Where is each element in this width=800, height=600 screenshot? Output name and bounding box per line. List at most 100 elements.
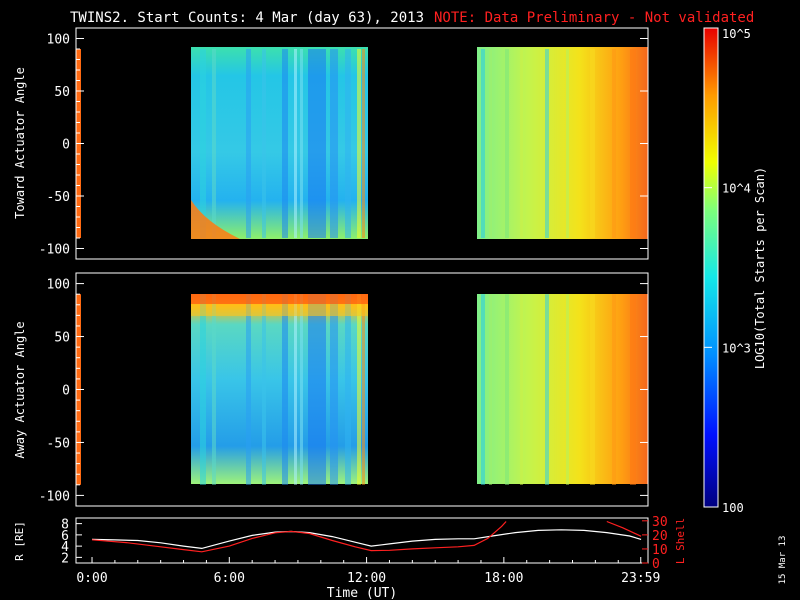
away-texture-stripe [630, 294, 636, 485]
orbit-plot-frame [75, 517, 649, 564]
colorbar-tick-label: 10^3 [722, 341, 751, 355]
toward-texture-stripe [200, 49, 206, 238]
r-tick-label: 8 [61, 518, 69, 533]
away-texture-stripe [308, 294, 326, 485]
colorbar-label: LOG10(Total Starts per Scan) [753, 167, 767, 369]
x-tick-label: 23:59 [621, 571, 660, 586]
r-tick-label: 6 [61, 529, 69, 544]
away-heatmap [76, 294, 648, 485]
away-top-warm-band [191, 304, 368, 316]
colorbar-tick-label: 100 [722, 501, 744, 515]
colorbar-ticks: 10^5 10^4 10^3 100 [704, 27, 751, 515]
figure-title: TWINS2. Start Counts: 4 Mar (day 63), 20… [70, 10, 424, 26]
away-texture-stripe [520, 294, 523, 485]
away-y-tick-label: -100 [39, 489, 70, 504]
orbit-lines [91, 520, 642, 553]
away-block-evening [477, 294, 648, 484]
toward-texture-stripe [520, 49, 523, 238]
toward-texture-stripe [489, 49, 492, 238]
r-tick-label: 2 [61, 551, 69, 566]
toward-block-morning [191, 47, 368, 239]
toward-texture-stripe [566, 49, 569, 238]
away-texture-stripe [505, 294, 509, 485]
toward-texture-stripe [294, 49, 297, 238]
r-tick-label: 4 [61, 540, 69, 555]
away-y-ticks: 100 50 0 -50 -100 [39, 278, 648, 504]
toward-heatmap [76, 47, 648, 239]
lshell-line [606, 520, 642, 537]
lshell-axis-label: L Shell [674, 518, 687, 564]
away-y-tick-label: 100 [47, 278, 70, 293]
colorbar-tick-label: 10^5 [722, 27, 751, 41]
away-texture-stripe [345, 294, 351, 485]
away-texture-stripe [200, 294, 206, 485]
x-axis-label: Time (UT) [327, 586, 397, 600]
away-texture-stripe [294, 294, 297, 485]
away-texture-stripe [362, 294, 365, 485]
toward-y-tick-label: 100 [47, 33, 70, 48]
away-texture-stripe [566, 294, 569, 485]
away-texture-stripe [282, 294, 288, 485]
x-tick-label: 18:00 [484, 571, 523, 586]
toward-y-tick-label: -50 [47, 190, 70, 205]
toward-panel: 100 50 0 -50 -100 Toward Actuator Angle [13, 27, 649, 260]
toward-texture-stripe [612, 49, 616, 238]
lshell-tick-label: 20 [652, 529, 668, 544]
toward-texture-stripe [630, 49, 636, 238]
lshell-tick-label: 0 [652, 557, 660, 572]
away-texture-stripe [330, 294, 338, 485]
toward-texture-stripe [308, 49, 326, 238]
toward-texture-stripe [362, 49, 365, 238]
date-stamp: 15 Mar 13 [778, 536, 788, 585]
lshell-tick-label: 10 [652, 543, 668, 558]
toward-y-tick-label: -100 [39, 243, 70, 258]
x-tick-label: 12:00 [347, 571, 386, 586]
toward-texture-stripe [212, 49, 216, 238]
away-y-tick-label: 0 [62, 384, 70, 399]
toward-y-ticks: 100 50 0 -50 -100 [39, 33, 648, 258]
away-block-morning [191, 294, 368, 484]
away-texture-stripe [545, 294, 549, 485]
away-y-axis-label: Away Actuator Angle [13, 321, 27, 458]
away-texture-stripe [300, 294, 303, 485]
r-line [91, 529, 642, 550]
away-texture-stripe [612, 294, 616, 485]
away-panel: 100 50 0 -50 -100 Away Actuator Angle [13, 272, 649, 507]
toward-texture-stripe [300, 49, 303, 238]
toward-block-evening [477, 47, 648, 239]
away-texture-stripe [357, 294, 361, 485]
x-tick-label: 6:00 [214, 571, 245, 586]
toward-texture-stripe [357, 49, 361, 238]
x-tick-label: 0:00 [76, 571, 107, 586]
toward-texture-stripe [246, 49, 251, 238]
colorbar: 10^5 10^4 10^3 100 LOG10(Total Starts per S… [703, 27, 767, 515]
toward-texture-stripe [262, 49, 266, 238]
away-texture-stripe [489, 294, 492, 485]
away-texture-stripe [246, 294, 251, 485]
toward-texture-stripe [345, 49, 351, 238]
away-texture-stripe [481, 294, 485, 485]
toward-texture-stripe [330, 49, 338, 238]
colorbar-gradient [703, 27, 719, 508]
away-y-tick-label: 50 [54, 331, 70, 346]
lshell-tick-label: 30 [652, 515, 668, 530]
toward-corner-hotspot [191, 200, 240, 239]
toward-y-tick-label: 50 [54, 85, 70, 100]
toward-y-tick-label: 0 [62, 138, 70, 153]
away-texture-stripe [590, 294, 595, 485]
away-top-hot-band [191, 294, 368, 304]
toward-texture-stripe [505, 49, 509, 238]
toward-texture-stripe [590, 49, 595, 238]
away-texture-stripe [212, 294, 216, 485]
toward-y-axis-label: Toward Actuator Angle [13, 67, 27, 219]
away-texture-stripe [262, 294, 266, 485]
colorbar-tick-label: 10^4 [722, 182, 751, 196]
preliminary-note: NOTE: Data Preliminary - Not validated [434, 10, 754, 26]
lshell-line [91, 521, 507, 553]
toward-texture-stripe [545, 49, 549, 238]
toward-texture-stripe [282, 49, 288, 238]
toward-texture-stripe [481, 49, 485, 238]
